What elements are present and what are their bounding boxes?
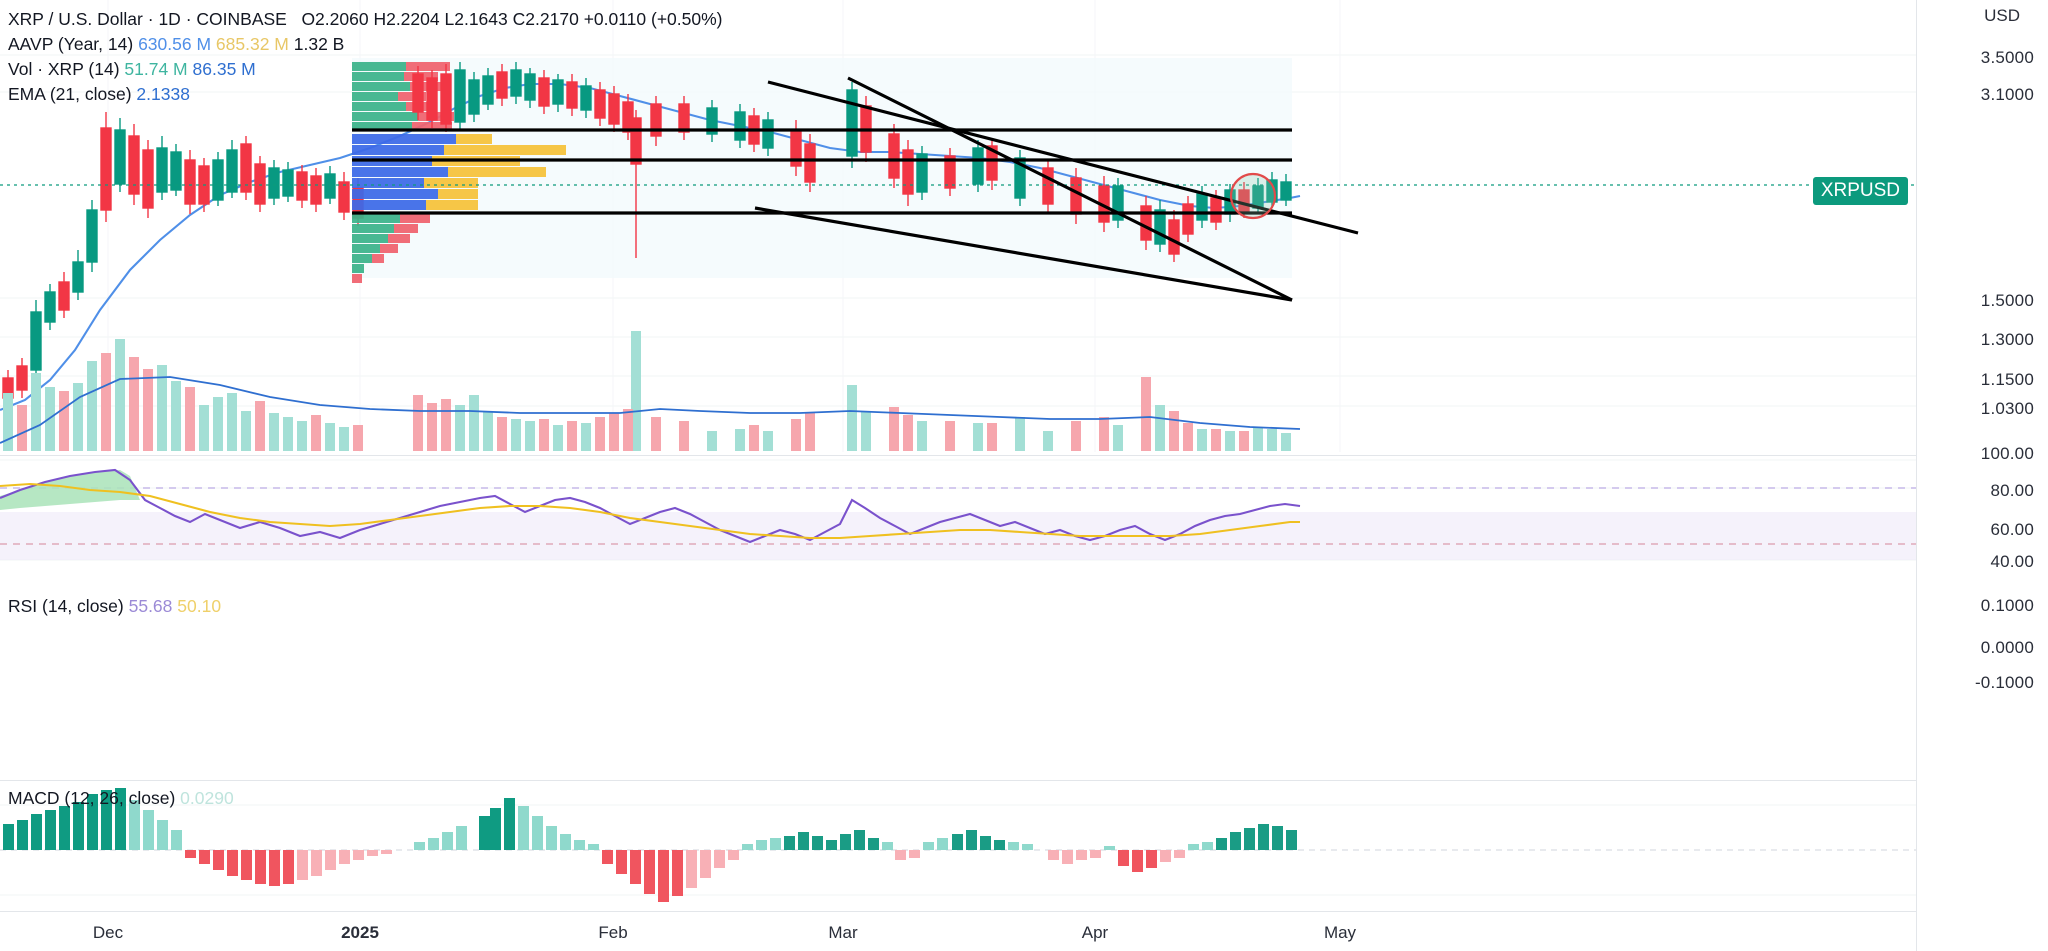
- legend-sep-2: ·: [185, 9, 192, 29]
- rsi-legend-value-1: 55.68: [128, 596, 173, 616]
- macd-axis-tick-2: -0.1000: [1974, 673, 2034, 692]
- rsi-line: [0, 468, 1301, 544]
- rsi-pane[interactable]: [0, 456, 1916, 580]
- indicator-name-aavp: AAVP (Year, 14): [8, 34, 134, 54]
- trend-lines: [754, 76, 1359, 302]
- pane-separator-1: [0, 455, 1916, 456]
- time-tick-may: May: [1323, 923, 1357, 942]
- pane-separator-2: [0, 780, 1916, 781]
- volume-value-1: 51.74 M: [124, 59, 188, 79]
- legend-close: C2.2170: [512, 9, 579, 29]
- rsi-legend-value-2: 50.10: [177, 596, 222, 616]
- indicator-name-volume: Vol · XRP (14): [8, 59, 120, 79]
- volume-value-2: 86.35 M: [192, 59, 256, 79]
- legend-indicator-volume[interactable]: Vol · XRP (14) 51.74 M 86.35 M: [8, 58, 723, 81]
- chart-legend: XRP / U.S. Dollar · 1D · COINBASE O2.206…: [8, 8, 723, 108]
- legend-low: L2.1643: [444, 9, 508, 29]
- ema-value-1: 2.1338: [136, 84, 190, 104]
- axis-tick-4: 1.5000: [1980, 291, 2034, 310]
- legend-exchange[interactable]: COINBASE: [196, 9, 287, 29]
- rsi-legend[interactable]: RSI (14, close) 55.68 50.10: [8, 596, 221, 617]
- axis-tick-6: 1.1500: [1980, 370, 2034, 389]
- rsi-axis-tick-1: 80.00: [1990, 481, 2034, 500]
- volume-ma-line: [0, 376, 1301, 444]
- volume-pane: [0, 325, 1916, 455]
- time-tick-mar: Mar: [828, 923, 858, 942]
- legend-sep-1: ·: [147, 9, 154, 29]
- legend-indicator-aavp[interactable]: AAVP (Year, 14) 630.56 M 685.32 M 1.32 B: [8, 33, 723, 56]
- macd-axis-tick-0: 0.1000: [1980, 596, 2034, 615]
- price-axis[interactable]: USD 3.5000 3.1000 1.5000 1.3000 1.1500 1…: [1916, 0, 2048, 951]
- circle-annotation: [1229, 172, 1277, 220]
- axis-currency-label: USD: [1984, 6, 2020, 25]
- volume-bars: [0, 331, 1301, 451]
- legend-interval[interactable]: 1D: [158, 9, 181, 29]
- macd-axis-tick-1: 0.0000: [1980, 638, 2034, 657]
- legend-high: H2.2204: [373, 9, 440, 29]
- rsi-axis-tick-0: 100.00: [1980, 444, 2034, 463]
- legend-symbol[interactable]: XRP / U.S. Dollar: [8, 9, 143, 29]
- axis-tick-7: 1.0300: [1980, 399, 2034, 418]
- rsi-ma-line: [0, 482, 1300, 540]
- rsi-axis-tick-3: 40.00: [1990, 552, 2034, 571]
- ema21-line: [0, 82, 1301, 411]
- time-tick-apr: Apr: [1081, 923, 1109, 942]
- time-tick-2025: 2025: [341, 923, 379, 942]
- axis-tick-0: 3.5000: [1980, 48, 2034, 67]
- time-tick-feb: Feb: [598, 923, 628, 942]
- rsi-axis-tick-2: 60.00: [1990, 520, 2034, 539]
- macd-legend[interactable]: MACD (12, 26, close) 0.0290: [8, 788, 234, 809]
- price-pane[interactable]: [0, 0, 1916, 452]
- aavp-value-2: 685.32 M: [215, 34, 289, 54]
- legend-indicator-ema[interactable]: EMA (21, close) 2.1338: [8, 83, 723, 106]
- time-tick-dec: Dec: [92, 923, 124, 942]
- indicator-name-ema: EMA (21, close): [8, 84, 132, 104]
- legend-symbol-row[interactable]: XRP / U.S. Dollar · 1D · COINBASE O2.206…: [8, 8, 723, 31]
- aavp-value-3: 1.32 B: [293, 34, 345, 54]
- symbol-badge[interactable]: XRPUSD: [1812, 177, 1908, 205]
- macd-legend-value-1: 0.0290: [180, 788, 234, 808]
- axis-tick-1: 3.1000: [1980, 85, 2034, 104]
- macd-legend-name: MACD (12, 26, close): [8, 788, 176, 808]
- horizontal-lines: [352, 128, 1292, 215]
- legend-change: +0.0110 (+0.50%): [583, 9, 723, 29]
- legend-open: O2.2060: [301, 9, 369, 29]
- macd-pane[interactable]: [0, 780, 1916, 912]
- aavp-value-1: 630.56 M: [138, 34, 212, 54]
- time-axis[interactable]: Dec 2025 Feb Mar Apr May: [0, 911, 1916, 951]
- rsi-legend-name: RSI (14, close): [8, 596, 124, 616]
- axis-tick-5: 1.3000: [1980, 330, 2034, 349]
- macd-histogram: [3, 788, 1297, 902]
